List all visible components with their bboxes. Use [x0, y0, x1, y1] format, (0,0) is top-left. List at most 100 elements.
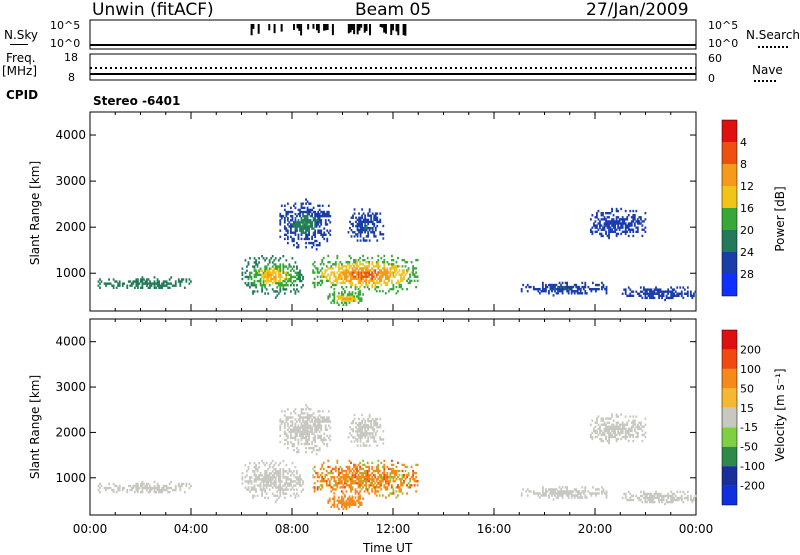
velocity-cell	[294, 484, 297, 487]
power-cell	[324, 223, 327, 226]
velocity-cell	[557, 492, 559, 495]
velocity-cell	[350, 478, 352, 481]
power-cell	[612, 224, 615, 227]
power-cell	[344, 301, 346, 304]
power-cell	[602, 234, 604, 238]
power-cell	[357, 277, 360, 280]
velocity-cell	[618, 427, 621, 431]
velocity-cell	[348, 486, 351, 489]
power-cell	[286, 235, 289, 239]
power-cell	[594, 224, 597, 227]
power-cell	[603, 224, 606, 227]
velocity-cell	[161, 486, 164, 490]
power-cell	[179, 284, 182, 287]
power-cell	[375, 279, 378, 283]
power-cell	[630, 216, 633, 219]
power-cell	[252, 290, 254, 293]
velocity-cell	[162, 484, 165, 488]
velocity-cell	[308, 442, 310, 446]
velocity-cell	[520, 492, 523, 495]
power-cell	[629, 209, 632, 213]
power-cell	[314, 225, 317, 228]
power-cell	[321, 271, 324, 274]
power-cell	[277, 259, 280, 262]
velocity-cell	[624, 437, 627, 441]
velocity-cell	[318, 434, 321, 438]
power-cell	[118, 280, 121, 283]
power-cell	[410, 279, 413, 283]
power-cell	[600, 232, 603, 236]
power-cell	[282, 269, 285, 272]
velocity-cell	[256, 494, 259, 497]
power-cell	[337, 275, 340, 278]
velocity-cell	[312, 467, 315, 471]
velocity-cell	[299, 484, 301, 487]
power-cell	[353, 208, 356, 211]
power-cell	[394, 265, 396, 268]
velocity-cell	[382, 430, 385, 433]
velocity-cell	[368, 467, 371, 471]
velocity-cell	[372, 486, 375, 489]
velocity-cell	[294, 426, 297, 429]
velocity-colorbar-tick: 15	[740, 402, 754, 415]
power-cell	[277, 279, 280, 283]
power-cell	[133, 286, 136, 289]
power-cell	[617, 216, 620, 219]
power-cell	[327, 295, 330, 298]
power-cell	[324, 271, 327, 274]
velocity-cell	[312, 432, 315, 435]
power-cell	[592, 222, 595, 225]
velocity-cell	[352, 421, 354, 425]
power-cell	[288, 273, 291, 277]
velocity-cell	[602, 423, 604, 426]
velocity-cell	[371, 478, 374, 481]
velocity-cell	[367, 440, 370, 443]
power-cell	[315, 225, 318, 228]
velocity-cell	[624, 423, 627, 426]
velocity-cell	[334, 484, 337, 487]
power-cell	[644, 211, 647, 215]
power-cell	[327, 219, 330, 222]
power-cell	[603, 226, 606, 229]
power-cell	[689, 294, 692, 298]
velocity-cell	[381, 480, 384, 483]
velocity-cell	[608, 441, 610, 445]
velocity-cell	[282, 459, 285, 463]
power-cell	[268, 267, 271, 270]
power-cell	[373, 235, 376, 238]
velocity-cell	[158, 488, 160, 492]
velocity-cell	[279, 424, 282, 427]
power-cell	[630, 290, 633, 293]
power-cell	[289, 214, 292, 218]
power-cell	[273, 277, 276, 281]
velocity-cell	[351, 486, 354, 489]
power-cell	[653, 288, 656, 291]
power-cell	[350, 265, 352, 268]
power-cell	[347, 297, 349, 300]
velocity-cell	[320, 420, 323, 423]
power-cell	[636, 220, 639, 223]
power-cell	[359, 290, 361, 293]
power-cell	[592, 224, 595, 227]
velocity-cell	[350, 480, 352, 483]
power-cell	[357, 265, 360, 268]
velocity-cell	[293, 442, 295, 446]
power-cell	[406, 271, 408, 274]
power-cell	[255, 261, 257, 264]
power-cell	[541, 285, 544, 289]
power-cell	[365, 226, 368, 230]
power-cell	[599, 222, 601, 225]
velocity-cell	[289, 488, 292, 491]
velocity-cell	[286, 436, 289, 440]
power-cell	[599, 220, 601, 223]
power-cell	[655, 288, 657, 291]
velocity-cell	[373, 419, 376, 423]
velocity-cell	[277, 486, 280, 489]
power-cell	[271, 271, 274, 274]
velocity-cell	[652, 496, 654, 500]
velocity-cell	[280, 422, 283, 425]
power-cell	[297, 290, 300, 293]
power-cell	[671, 296, 674, 300]
velocity-cell	[327, 418, 330, 421]
power-cell	[360, 277, 363, 280]
